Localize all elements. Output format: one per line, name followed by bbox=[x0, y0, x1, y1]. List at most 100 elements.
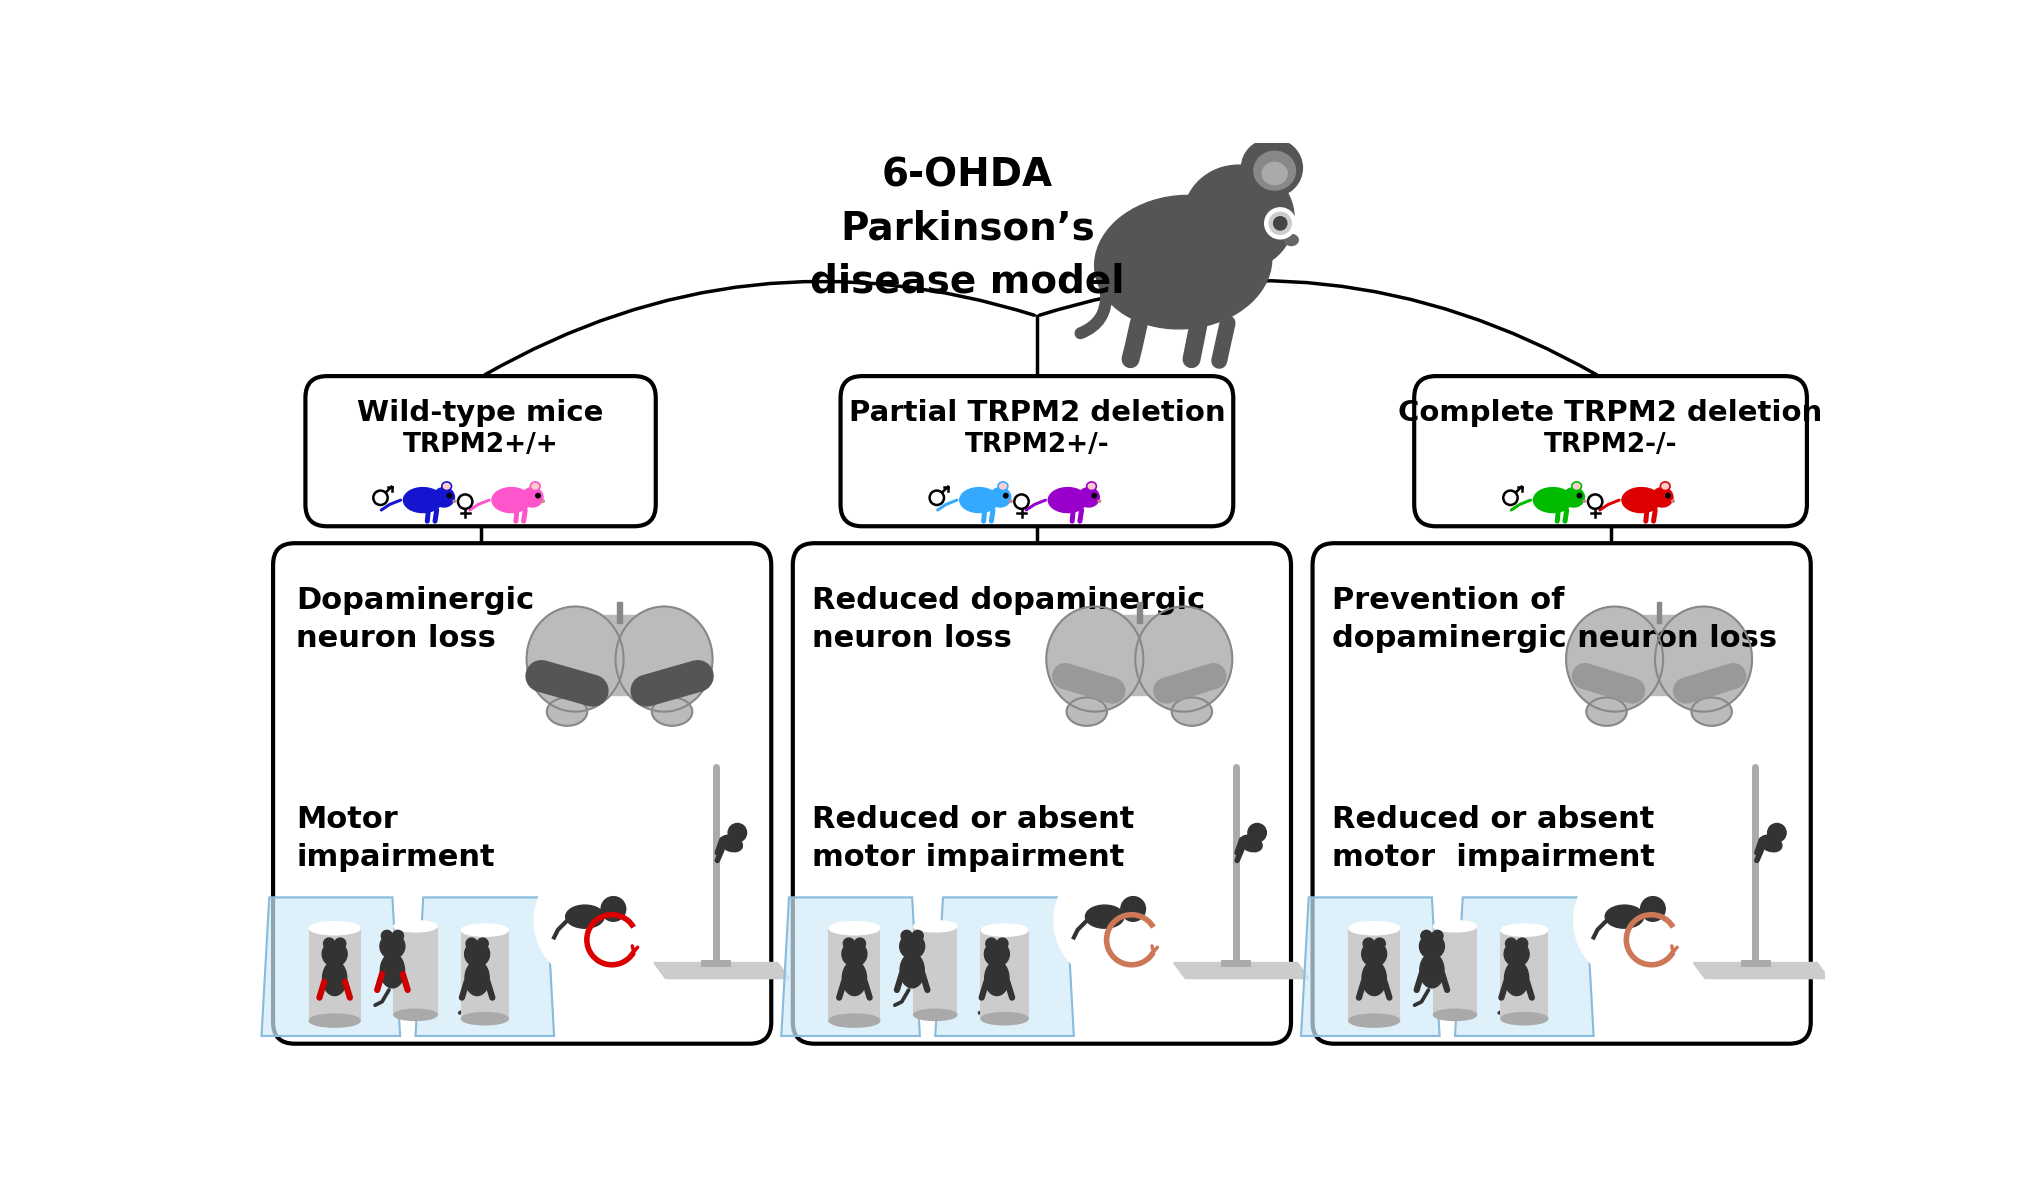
Ellipse shape bbox=[380, 953, 404, 988]
Circle shape bbox=[478, 938, 488, 950]
Ellipse shape bbox=[1500, 1013, 1546, 1025]
Ellipse shape bbox=[541, 500, 545, 502]
Circle shape bbox=[1516, 938, 1526, 950]
Circle shape bbox=[912, 931, 923, 941]
Bar bbox=[1656, 602, 1660, 622]
Ellipse shape bbox=[983, 962, 1008, 996]
Circle shape bbox=[601, 896, 626, 921]
Ellipse shape bbox=[1049, 488, 1087, 513]
Ellipse shape bbox=[1085, 906, 1124, 928]
Ellipse shape bbox=[1242, 139, 1303, 198]
Bar bbox=[595, 614, 644, 695]
Ellipse shape bbox=[1433, 921, 1475, 932]
Ellipse shape bbox=[914, 921, 955, 932]
FancyBboxPatch shape bbox=[1414, 376, 1806, 526]
FancyArrowPatch shape bbox=[1065, 676, 1112, 690]
Text: TRPM2-/-: TRPM2-/- bbox=[1542, 432, 1676, 458]
Ellipse shape bbox=[433, 488, 455, 507]
Ellipse shape bbox=[1565, 607, 1662, 712]
Text: TRPM2+/+: TRPM2+/+ bbox=[402, 432, 559, 458]
Circle shape bbox=[335, 938, 345, 950]
Circle shape bbox=[1120, 896, 1144, 921]
Ellipse shape bbox=[465, 962, 490, 996]
Ellipse shape bbox=[1170, 697, 1211, 726]
Ellipse shape bbox=[841, 962, 866, 996]
FancyArrowPatch shape bbox=[1585, 676, 1632, 690]
Ellipse shape bbox=[1500, 925, 1546, 935]
Ellipse shape bbox=[1240, 835, 1262, 852]
Ellipse shape bbox=[1691, 697, 1731, 726]
Ellipse shape bbox=[990, 488, 1010, 507]
Circle shape bbox=[1361, 941, 1386, 966]
Ellipse shape bbox=[914, 1009, 955, 1020]
Ellipse shape bbox=[1532, 488, 1571, 513]
Ellipse shape bbox=[1660, 483, 1668, 489]
Circle shape bbox=[1091, 494, 1095, 497]
Circle shape bbox=[323, 938, 335, 950]
Ellipse shape bbox=[323, 962, 347, 996]
Text: Motor
impairment: Motor impairment bbox=[297, 804, 494, 872]
Ellipse shape bbox=[829, 1014, 880, 1027]
Ellipse shape bbox=[1622, 488, 1660, 513]
Circle shape bbox=[465, 941, 490, 966]
Ellipse shape bbox=[565, 906, 604, 928]
Text: Complete TRPM2 deletion: Complete TRPM2 deletion bbox=[1398, 399, 1823, 427]
Circle shape bbox=[1640, 896, 1664, 921]
Ellipse shape bbox=[492, 488, 530, 513]
Circle shape bbox=[900, 934, 925, 959]
Ellipse shape bbox=[1077, 488, 1099, 507]
Ellipse shape bbox=[981, 925, 1026, 935]
Ellipse shape bbox=[443, 483, 449, 489]
Ellipse shape bbox=[522, 488, 543, 507]
Polygon shape bbox=[935, 897, 1073, 1036]
Ellipse shape bbox=[998, 482, 1008, 490]
Bar bbox=[1634, 614, 1682, 695]
Circle shape bbox=[1420, 931, 1431, 941]
Circle shape bbox=[1766, 823, 1786, 843]
FancyArrowPatch shape bbox=[1685, 676, 1733, 690]
Ellipse shape bbox=[1654, 607, 1752, 712]
Ellipse shape bbox=[441, 482, 451, 490]
Bar bbox=[981, 931, 1026, 1019]
Circle shape bbox=[1506, 938, 1516, 950]
Circle shape bbox=[536, 494, 541, 497]
Ellipse shape bbox=[1433, 1009, 1475, 1020]
Ellipse shape bbox=[1008, 500, 1012, 502]
Ellipse shape bbox=[1758, 835, 1780, 852]
Ellipse shape bbox=[1262, 162, 1286, 184]
Polygon shape bbox=[1455, 897, 1593, 1036]
Ellipse shape bbox=[402, 488, 443, 513]
Circle shape bbox=[1431, 931, 1443, 941]
Ellipse shape bbox=[981, 1013, 1026, 1025]
Bar bbox=[394, 926, 437, 1015]
Polygon shape bbox=[1693, 963, 1827, 978]
Circle shape bbox=[1361, 938, 1374, 950]
Ellipse shape bbox=[1067, 697, 1107, 726]
Ellipse shape bbox=[1418, 953, 1443, 988]
Circle shape bbox=[983, 941, 1008, 966]
Ellipse shape bbox=[1097, 500, 1099, 502]
FancyBboxPatch shape bbox=[305, 376, 656, 526]
Circle shape bbox=[380, 934, 404, 959]
Ellipse shape bbox=[1134, 607, 1231, 712]
Ellipse shape bbox=[900, 953, 925, 988]
Circle shape bbox=[1268, 212, 1290, 234]
Circle shape bbox=[534, 859, 658, 982]
Ellipse shape bbox=[719, 835, 742, 852]
Ellipse shape bbox=[309, 1014, 360, 1027]
Bar bbox=[1136, 602, 1142, 622]
Polygon shape bbox=[780, 897, 918, 1036]
Text: Dopaminergic
neuron loss: Dopaminergic neuron loss bbox=[297, 585, 534, 653]
Circle shape bbox=[996, 938, 1008, 950]
Ellipse shape bbox=[1046, 607, 1142, 712]
Polygon shape bbox=[1172, 963, 1309, 978]
FancyBboxPatch shape bbox=[1313, 543, 1811, 1044]
Ellipse shape bbox=[526, 607, 624, 712]
FancyBboxPatch shape bbox=[839, 376, 1233, 526]
Ellipse shape bbox=[394, 921, 437, 932]
Polygon shape bbox=[262, 897, 400, 1036]
Circle shape bbox=[1055, 859, 1177, 982]
Bar bbox=[1500, 931, 1546, 1019]
Polygon shape bbox=[415, 897, 555, 1036]
Bar bbox=[1349, 928, 1398, 1021]
